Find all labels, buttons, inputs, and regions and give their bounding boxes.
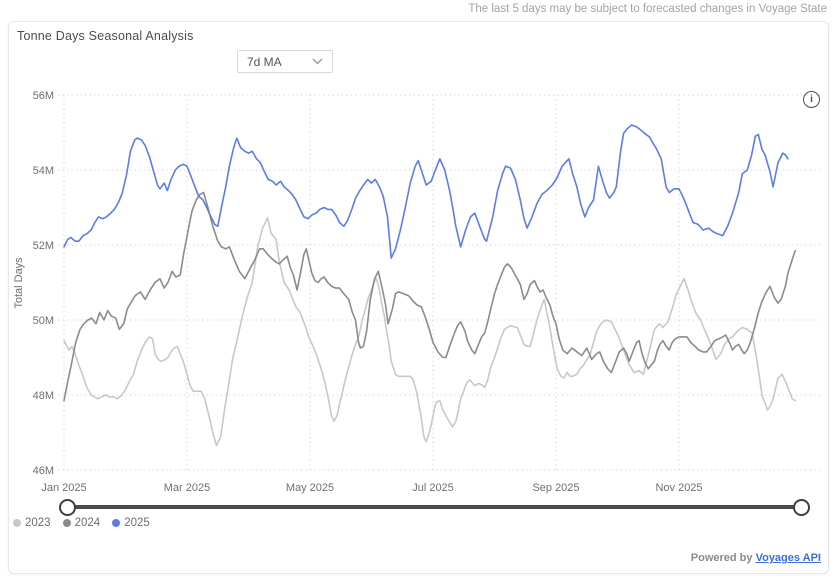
svg-text:Mar 2025: Mar 2025 <box>164 482 210 494</box>
slider-handle-end[interactable] <box>793 499 810 516</box>
svg-text:Nov 2025: Nov 2025 <box>655 482 702 494</box>
svg-text:52M: 52M <box>33 240 54 252</box>
svg-text:May 2025: May 2025 <box>286 482 334 494</box>
slider-handle-start[interactable] <box>59 499 76 516</box>
svg-text:Jan 2025: Jan 2025 <box>41 482 86 494</box>
legend-item-2024[interactable]: 2024 <box>62 517 100 529</box>
legend: 2023 2024 2025 <box>13 517 150 529</box>
legend-item-2023[interactable]: 2023 <box>13 517 51 529</box>
svg-text:48M: 48M <box>33 390 54 402</box>
moving-average-value: 7d MA <box>247 54 282 69</box>
date-range-slider <box>9 498 828 516</box>
page-title: Tonne Days Seasonal Analysis <box>17 29 194 43</box>
svg-text:Jul 2025: Jul 2025 <box>412 482 454 494</box>
seasonal-line-chart: 56M 54M 52M 50M 48M 46M Jan 2025 Mar 2025 May 20… <box>13 90 821 494</box>
svg-text:56M: 56M <box>33 90 54 102</box>
legend-dot-2025 <box>112 519 121 527</box>
svg-text:Sep 2025: Sep 2025 <box>532 482 579 494</box>
moving-average-select[interactable]: 7d MA <box>237 50 333 73</box>
slider-track[interactable] <box>66 505 802 509</box>
chevron-down-icon <box>312 58 323 65</box>
chart-card: Tonne Days Seasonal Analysis 7d MA 56M 54… <box>8 21 829 574</box>
legend-dot-2023 <box>13 519 21 527</box>
legend-dot-2024 <box>62 519 71 527</box>
info-icon[interactable]: i <box>803 91 820 108</box>
svg-text:50M: 50M <box>33 315 54 327</box>
powered-by: Powered by Voyages API <box>690 552 821 564</box>
svg-text:46M: 46M <box>33 465 54 477</box>
voyages-api-link[interactable]: Voyages API <box>755 552 821 564</box>
svg-text:Total Days: Total Days <box>13 257 25 309</box>
legend-item-2025[interactable]: 2025 <box>112 517 150 529</box>
forecast-notice: The last 5 days may be subject to foreca… <box>468 3 827 15</box>
svg-text:54M: 54M <box>33 165 54 177</box>
